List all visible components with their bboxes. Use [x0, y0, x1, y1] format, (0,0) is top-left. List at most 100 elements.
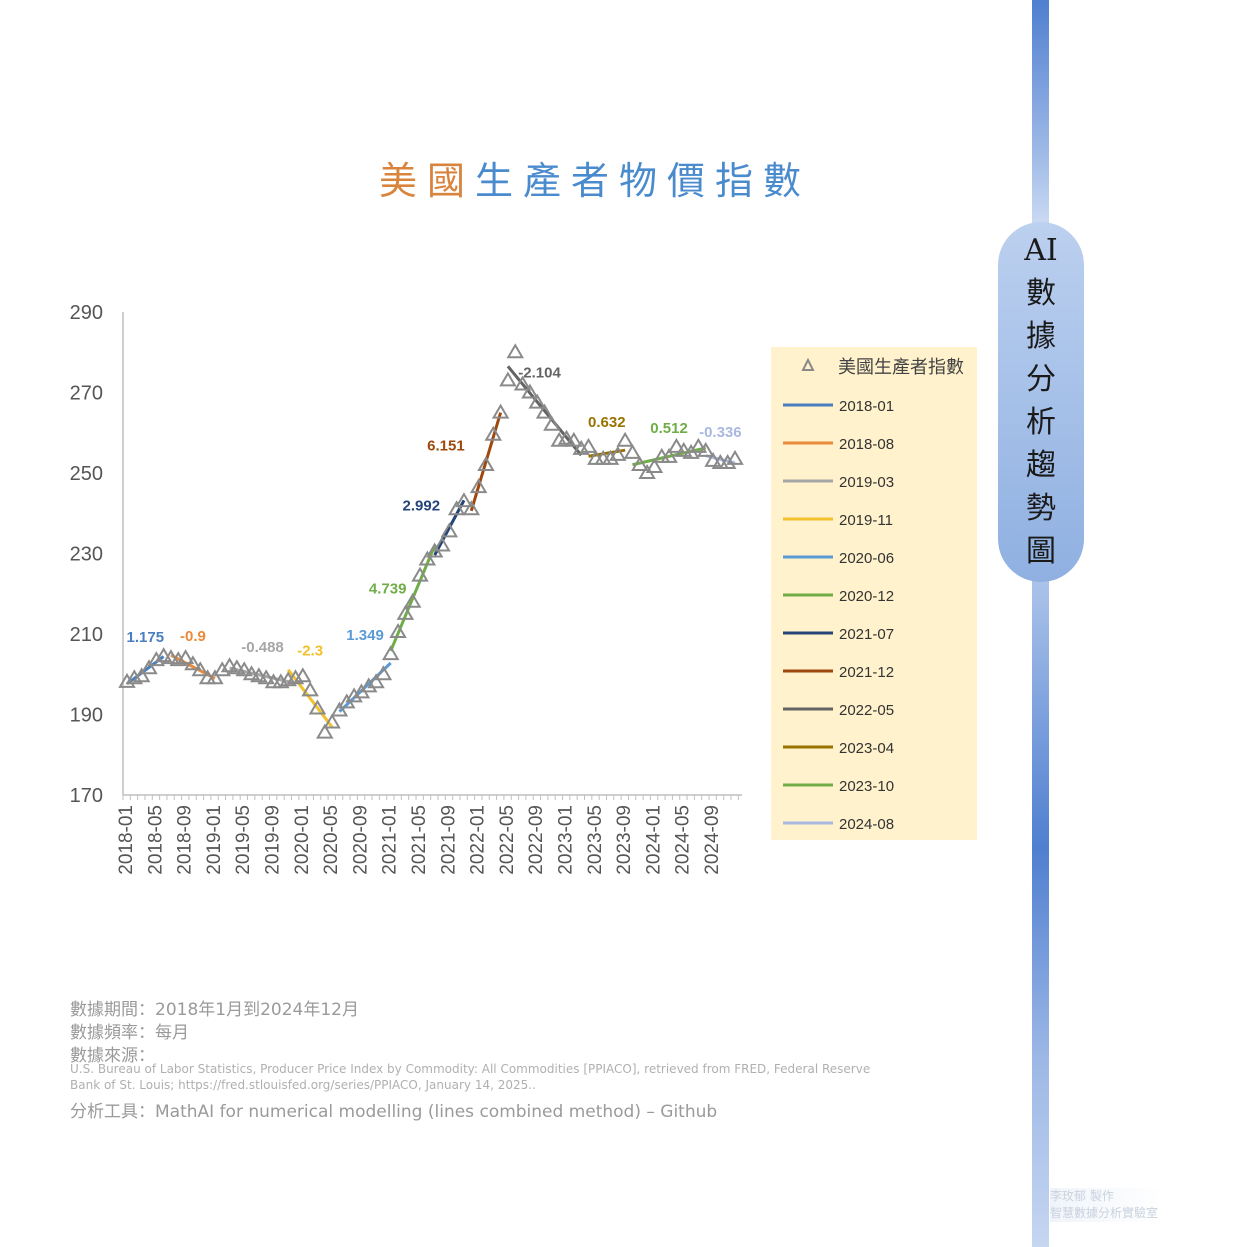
data-point-marker: [674, 441, 693, 457]
segment-slope-label: 1.175: [127, 629, 165, 646]
data-point-marker: [579, 437, 598, 453]
data-point-marker: [499, 371, 517, 387]
credit-line2: 智慧數據分析實驗室: [1050, 1206, 1159, 1220]
legend-label: 2021-07: [839, 626, 894, 643]
y-tick-label: 270: [70, 383, 103, 405]
data-point-marker: [623, 443, 642, 459]
x-tick-label: 2018-05: [145, 805, 166, 875]
x-tick-label: 2022-05: [497, 805, 518, 875]
x-tick-label: 2024-05: [673, 805, 694, 875]
segment-slope-label: 6.151: [427, 438, 465, 455]
side-label-char: 勢: [1026, 491, 1056, 526]
segment-slope-label: -0.336: [699, 424, 742, 441]
x-tick-label: 2019-09: [263, 805, 284, 875]
data-point-marker: [228, 659, 246, 675]
segment-slope-label: 1.349: [346, 627, 384, 644]
data-point-marker: [718, 453, 737, 469]
data-point-marker: [176, 649, 195, 665]
data-point-marker: [462, 500, 481, 516]
y-tick-label: 170: [70, 785, 103, 807]
trend-segment-line: [469, 412, 503, 512]
data-point-marker: [345, 687, 363, 703]
data-point-marker: [631, 455, 649, 471]
trend-segment-line: [389, 545, 437, 652]
side-label-char: 數: [1026, 276, 1056, 311]
segment-slope-label: 2.992: [403, 497, 441, 514]
side-label-char: AI: [1024, 233, 1058, 268]
x-tick-label: 2024-09: [702, 805, 723, 875]
trend-segment-line: [433, 499, 466, 556]
x-tick-label: 2021-09: [438, 805, 459, 875]
segment-slope-label: -0.488: [241, 639, 284, 656]
side-label-char: 趨: [1026, 448, 1056, 483]
credit-line1: 李玫郁 製作: [1050, 1189, 1114, 1203]
data-point-marker: [118, 672, 136, 688]
x-tick-label: 2022-01: [468, 805, 489, 875]
x-tick-label: 2018-09: [175, 805, 196, 875]
x-tick-label: 2023-09: [614, 805, 635, 875]
data-point-marker: [506, 343, 524, 359]
data-point-marker: [689, 437, 708, 453]
data-point-marker: [667, 437, 686, 453]
data-point-marker: [601, 449, 620, 465]
data-point-marker: [132, 667, 151, 683]
data-point-marker: [521, 383, 539, 399]
legend-label: 美國生產者指數: [838, 357, 964, 378]
data-point-marker: [374, 665, 393, 681]
data-point-marker: [513, 375, 532, 391]
data-point-marker: [696, 441, 715, 457]
segment-slope-label: -2.3: [297, 643, 323, 660]
x-tick-label: 2021-05: [409, 805, 430, 875]
data-point-marker: [455, 492, 473, 508]
footer-source-line1: U.S. Bureau of Labor Statistics, Produce…: [70, 1062, 871, 1076]
data-point-marker: [162, 649, 180, 665]
data-point-marker: [316, 723, 334, 739]
data-point-marker: [213, 661, 231, 677]
data-point-marker: [704, 451, 722, 467]
data-point-marker: [440, 522, 459, 538]
data-point-marker: [645, 457, 664, 473]
footer-tool: 分析工具：MathAI for numerical modelling (lin…: [70, 1102, 718, 1122]
data-point-marker: [235, 661, 253, 677]
footer-period: 數據期間：2018年1月到2024年12月: [70, 1000, 359, 1020]
side-label-char: 析: [1026, 405, 1056, 440]
data-point-marker: [330, 701, 349, 717]
side-label-char: 圖: [1026, 534, 1056, 569]
legend-marker-icon: [801, 357, 815, 371]
legend-label: 2024-08: [839, 816, 894, 833]
data-point-marker: [484, 425, 503, 441]
data-point-marker: [220, 657, 239, 673]
data-point-marker: [411, 566, 429, 582]
data-point-marker: [257, 669, 275, 685]
x-tick-label: 2019-01: [204, 805, 225, 875]
segment-slope-label: -2.104: [518, 364, 561, 381]
legend-label: 2018-08: [839, 436, 894, 453]
x-tick-label: 2020-09: [350, 805, 371, 875]
segment-slope-label: 0.512: [650, 420, 688, 437]
chart-title-part2: 生產者物價指數: [475, 159, 812, 203]
x-tick-label: 2018-01: [116, 805, 137, 875]
data-point-marker: [403, 592, 422, 608]
x-tick-label: 2019-05: [233, 805, 254, 875]
data-point-marker: [660, 447, 678, 463]
y-tick-label: 190: [70, 705, 103, 727]
data-point-marker: [323, 713, 341, 729]
data-point-marker: [294, 667, 312, 683]
data-point-marker: [491, 403, 510, 419]
x-tick-label: 2023-05: [585, 805, 606, 875]
legend-label: 2023-10: [839, 778, 894, 795]
x-tick-label: 2024-01: [643, 805, 664, 875]
data-point-marker: [242, 665, 261, 681]
data-point-marker: [381, 645, 400, 661]
y-tick-label: 230: [70, 544, 103, 566]
trend-segment-line: [286, 668, 334, 728]
x-tick-label: 2020-01: [292, 805, 313, 875]
data-point-marker: [191, 661, 209, 677]
segment-slope-label: 4.739: [369, 581, 407, 598]
data-point-marker: [543, 415, 561, 431]
data-point-marker: [154, 647, 173, 663]
data-point-marker: [447, 500, 466, 516]
x-tick-label: 2021-01: [380, 805, 401, 875]
data-point-marker: [418, 550, 437, 566]
legend-label: 2020-12: [839, 588, 894, 605]
